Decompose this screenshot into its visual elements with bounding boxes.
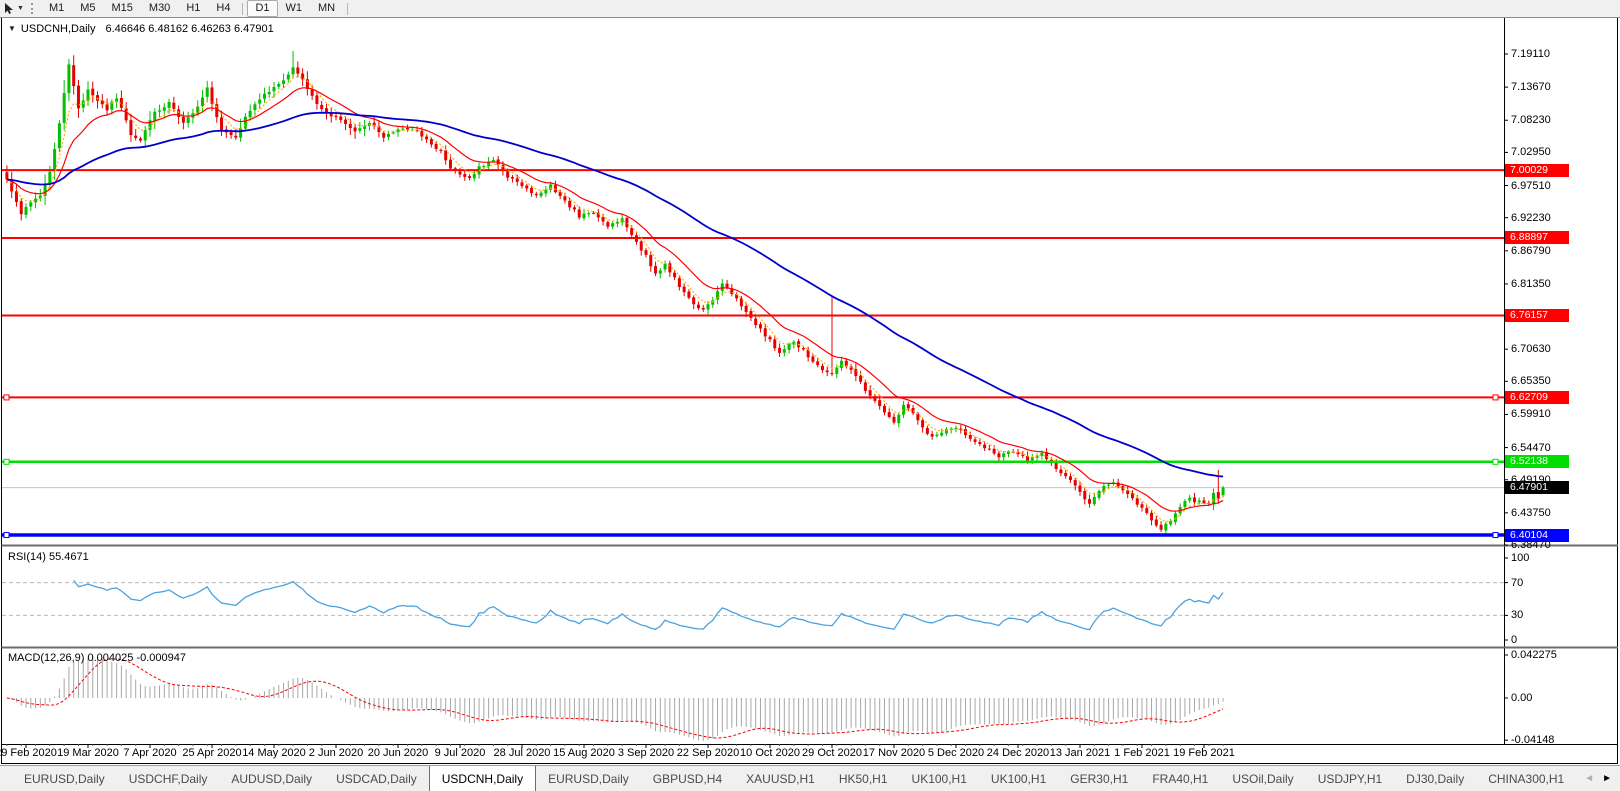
chart-tab-7-gbpusd-h4[interactable]: GBPUSD,H4 [652, 771, 723, 786]
toolbar-separator [347, 2, 349, 15]
ma-13-line [6, 87, 1224, 512]
chart-canvas[interactable] [0, 0, 1620, 765]
timeframe-button-m5[interactable]: M5 [80, 2, 96, 14]
timeframe-button-h4[interactable]: H4 [216, 2, 231, 14]
timeframe-button-m30[interactable]: M30 [148, 2, 171, 14]
chart-tabs-bar: EURUSD,Daily USDCHF,Daily AUDUSD,Daily USDC… [0, 765, 1620, 791]
ma-5-line [6, 75, 1224, 522]
toolbar-separator [242, 2, 244, 15]
chart-tab-5-usdcnh-daily[interactable]: USDCNH,Daily [428, 766, 537, 791]
timeframe-buttons: M1 M5 M15 M30 H1 H4 D1 W1 MN [41, 0, 352, 17]
line-handle[interactable] [1492, 458, 1499, 465]
timeframe-button-w1[interactable]: W1 [285, 2, 303, 14]
toolbar-grip [30, 3, 36, 14]
ma-55-line [6, 111, 1224, 478]
chart-tab-4-usdcad-daily[interactable]: USDCAD,Daily [336, 771, 417, 786]
line-handle[interactable] [3, 394, 10, 401]
chart-tab-3-audusd-daily[interactable]: AUDUSD,Daily [231, 771, 313, 786]
timeframe-button-m1[interactable]: M1 [48, 2, 65, 14]
chevron-down-icon: ▼ [17, 5, 24, 12]
tab-scroll-left-icon[interactable]: ◄ [1584, 773, 1595, 784]
timeframe-button-mn[interactable]: MN [318, 2, 336, 14]
chart-tab-14-usoil-daily[interactable]: USOil,Daily [1232, 771, 1294, 786]
chart-tab-15-usdjpy-h1[interactable]: USDJPY,H1 [1317, 771, 1383, 786]
chart-tab-6-eurusd-daily[interactable]: EURUSD,Daily [548, 771, 629, 786]
cursor-icon [5, 2, 13, 14]
rsi-line [73, 580, 1224, 631]
chart-tab-10-uk100-h1[interactable]: UK100,H1 [911, 771, 967, 786]
chart-frame [1, 17, 1618, 764]
line-handle[interactable] [3, 458, 10, 465]
line-handle[interactable] [1492, 394, 1499, 401]
timeframe-button-d1[interactable]: D1 [247, 0, 278, 17]
chart-tab-11-uk100-h1[interactable]: UK100,H1 [990, 771, 1047, 786]
timeframe-button-h1[interactable]: H1 [186, 2, 201, 14]
tab-scroll-right-icon[interactable]: ► [1602, 773, 1612, 784]
tab-scroll-arrows: ◄ ► [1576, 766, 1620, 791]
chart-tab-12-ger30-h1[interactable]: GER30,H1 [1070, 771, 1129, 786]
chart-tab-13-fra40-h1[interactable]: FRA40,H1 [1152, 771, 1209, 786]
top-toolbar: ▼ M1 M5 M15 M30 H1 H4 D1 W1 MN [0, 0, 1620, 18]
chart-tab-16-dj30-daily[interactable]: DJ30,Daily [1406, 771, 1465, 786]
macd-signal-line [6, 658, 1224, 739]
chart-tab-17-china300-h1[interactable]: CHINA300,H1 [1488, 771, 1565, 786]
timeframe-button-m15[interactable]: M15 [111, 2, 133, 14]
chart-tab-2-usdchf-daily[interactable]: USDCHF,Daily [128, 771, 208, 786]
chart-tabs: EURUSD,Daily USDCHF,Daily AUDUSD,Daily USDC… [12, 766, 1576, 791]
macd-histogram [11, 655, 1224, 741]
chart-tab-8-xauusd-h1[interactable]: XAUUSD,H1 [746, 771, 815, 786]
chart-tab-1-eurusd-daily[interactable]: EURUSD,Daily [24, 771, 105, 786]
line-handle[interactable] [1492, 532, 1499, 539]
chart-tab-9-hk50-h1[interactable]: HK50,H1 [838, 771, 888, 786]
cursor-tool-button[interactable]: ▼ [0, 1, 28, 16]
line-handle[interactable] [3, 532, 10, 539]
